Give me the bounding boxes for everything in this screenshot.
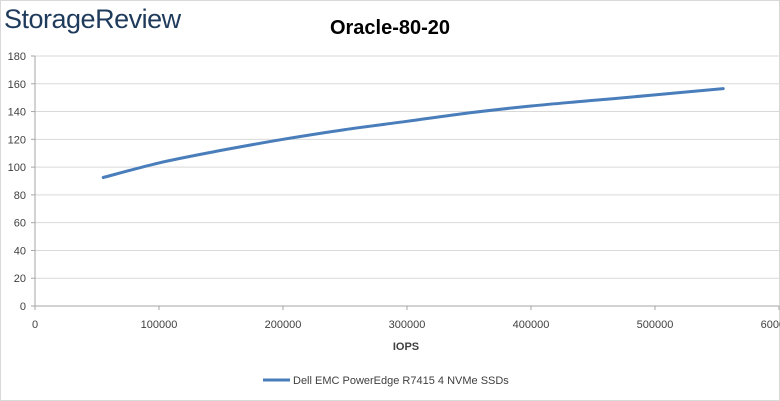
data-point — [343, 128, 347, 131]
legend: Dell EMC PowerEdge R7415 4 NVMe SSDs — [263, 375, 509, 387]
x-tick-label: 0 — [32, 319, 38, 331]
data-point — [102, 176, 105, 179]
data-point — [529, 104, 533, 108]
data-point — [405, 120, 409, 123]
legend-entry: Dell EMC PowerEdge R7415 4 NVMe SSDs — [293, 375, 509, 387]
gridlines — [35, 55, 779, 279]
x-tick-label: 400000 — [513, 319, 550, 331]
data-point — [591, 99, 595, 102]
data-point — [281, 138, 285, 141]
data-point — [157, 161, 161, 165]
axes: 0 20 40 60 80 100 120 140 160 180 0 100000 200000 300… — [8, 51, 780, 331]
data-point — [219, 149, 223, 152]
y-tick-label: 60 — [14, 218, 26, 230]
series-layer — [101, 87, 725, 179]
storagereview-logo: StorageReview — [4, 4, 182, 34]
x-tick-label: 600000 — [761, 319, 780, 331]
x-tick-label: 300000 — [389, 319, 426, 331]
x-tick-label: 100000 — [141, 319, 178, 331]
y-tick-label: 120 — [8, 134, 26, 146]
data-point — [653, 93, 657, 97]
y-tick-label: 100 — [8, 162, 26, 174]
x-tick-label: 200000 — [265, 319, 302, 331]
y-tick-label: 80 — [14, 190, 26, 202]
y-tick-label: 140 — [8, 107, 26, 119]
chart-title: Oracle-80-20 — [330, 17, 450, 39]
y-tick-label: 40 — [14, 245, 26, 257]
x-axis-label: IOPS — [393, 341, 419, 353]
y-tick-label: 0 — [20, 301, 26, 313]
data-point — [467, 111, 471, 115]
y-tick-label: 20 — [14, 273, 26, 285]
series-line — [101, 87, 725, 179]
data-point — [722, 87, 725, 90]
x-tick-label: 500000 — [637, 319, 674, 331]
y-tick-label: 160 — [8, 79, 26, 91]
y-tick-label: 180 — [8, 51, 26, 63]
